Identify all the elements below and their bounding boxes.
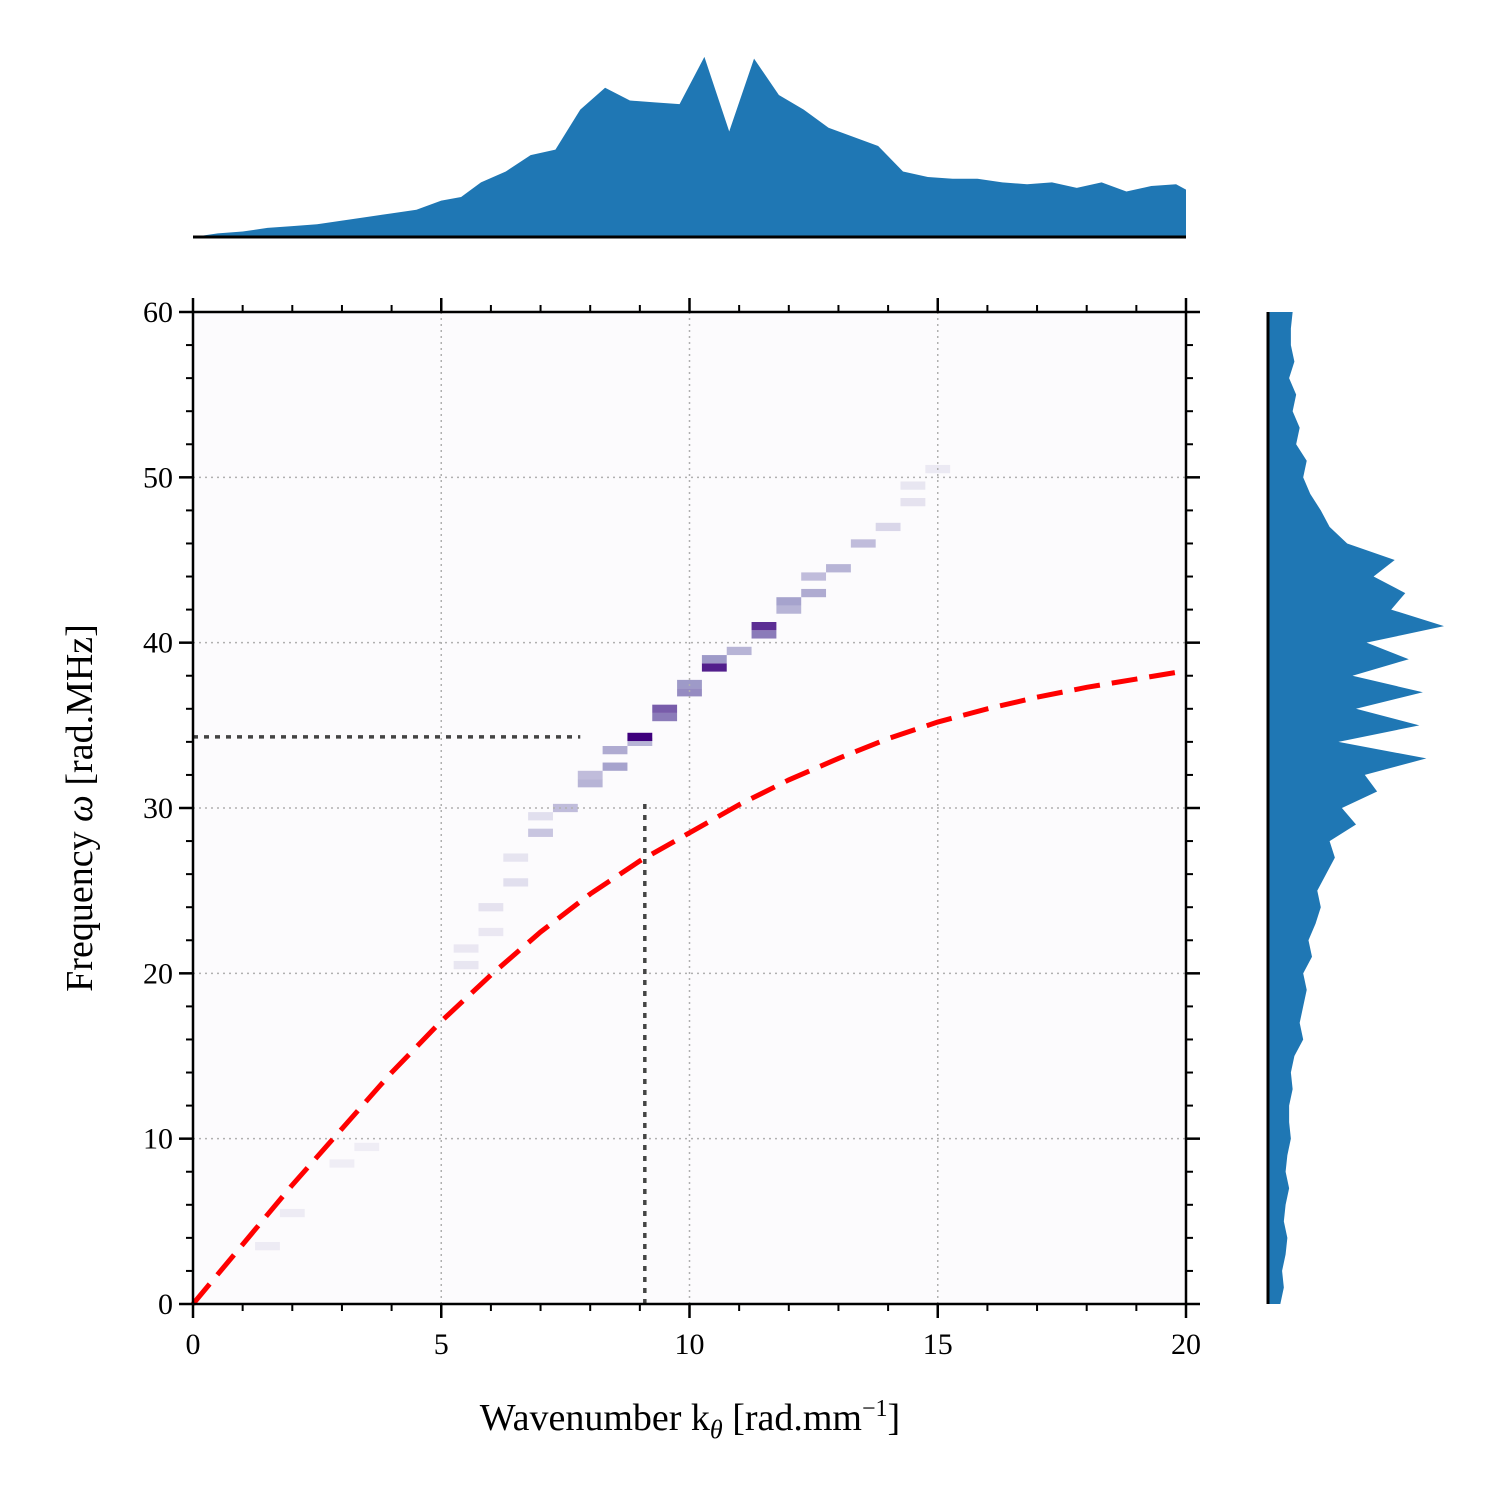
y-tick-label: 50 <box>143 461 173 494</box>
right-marginal-distribution <box>1266 312 1444 1304</box>
x-tick-label: 15 <box>923 1328 953 1361</box>
y-tick-label: 0 <box>158 1288 173 1321</box>
x-axis-label: Wavenumber kθ [rad.mm−1] <box>480 1396 900 1444</box>
y-tick-label: 60 <box>143 296 173 329</box>
heatmap-cell <box>503 853 529 862</box>
heatmap-cell <box>354 1142 380 1152</box>
heatmap-cells <box>255 464 951 1251</box>
heatmap-cell <box>900 481 926 490</box>
heatmap-cell <box>255 1242 280 1251</box>
heatmap-cell <box>801 572 827 581</box>
heatmap-cell <box>701 655 727 664</box>
dispersion-curve <box>191 668 1187 1306</box>
x-tick-label: 10 <box>675 1328 705 1361</box>
heatmap-cell <box>478 927 504 937</box>
x-tick-label: 20 <box>1171 1328 1201 1361</box>
axis-ticks <box>179 298 1200 1318</box>
heatmap-cell <box>826 564 851 573</box>
heatmap-cell <box>751 622 777 631</box>
heatmap-cell <box>726 646 752 656</box>
heatmap-cell <box>801 588 827 598</box>
x-tick-label: 0 <box>186 1328 201 1361</box>
heatmap-cell <box>279 1208 305 1218</box>
heatmap-cell <box>577 779 603 788</box>
heatmap-cell <box>776 605 802 614</box>
heatmap-cell <box>677 688 702 697</box>
tick-labels: 0 5 10 15 20 0 10 20 30 40 50 60 <box>143 296 1201 1361</box>
heatmap-cell <box>602 746 628 755</box>
heatmap-cell <box>900 498 926 507</box>
y-tick-label: 10 <box>143 1123 173 1156</box>
heatmap-cell <box>850 539 876 548</box>
guide-lines <box>193 735 647 1304</box>
heatmap-cell <box>627 732 653 742</box>
main-axes: 0 5 10 15 20 0 10 20 30 40 50 60 <box>143 296 1201 1361</box>
heatmap-cell <box>776 597 802 606</box>
heatmap-cell <box>528 828 553 837</box>
heatmap-cell <box>528 812 553 821</box>
heatmap-cell <box>875 522 901 532</box>
top-marginal-distribution <box>193 56 1186 239</box>
heatmap-cell <box>453 944 479 953</box>
heatmap-cell <box>478 903 504 912</box>
heatmap-cell <box>751 630 777 639</box>
heatmap-cell <box>453 960 479 970</box>
heatmap-cell <box>652 712 678 722</box>
heatmap-cell <box>652 704 678 713</box>
y-tick-label: 30 <box>143 792 173 825</box>
top-marginal-area <box>193 56 1186 237</box>
heatmap-cell <box>577 770 603 780</box>
y-axis-label: Frequency ω [rad.MHz] <box>59 624 101 992</box>
right-marginal-area <box>1268 312 1444 1304</box>
heatmap-cell <box>503 878 529 887</box>
x-tick-label: 5 <box>434 1328 449 1361</box>
heatmap-cell <box>329 1159 355 1168</box>
heatmap-background <box>193 312 1186 1304</box>
y-tick-label: 20 <box>143 957 173 990</box>
heatmap-cell <box>602 762 628 771</box>
heatmap-cell <box>627 737 653 746</box>
heatmap-cell <box>701 663 727 672</box>
y-tick-label: 40 <box>143 627 173 660</box>
